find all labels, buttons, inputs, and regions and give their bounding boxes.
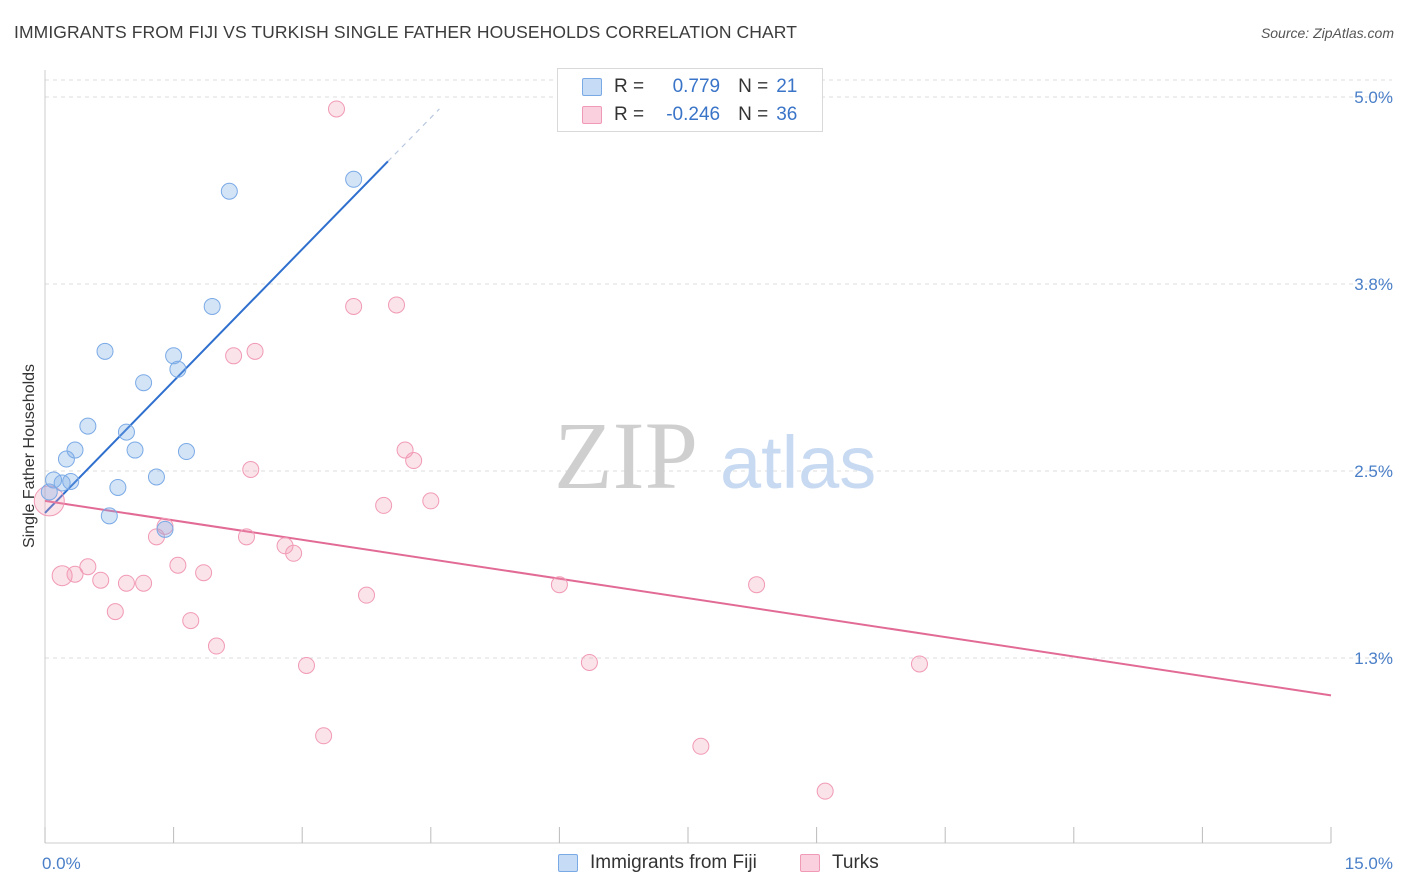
series-fiji <box>40 170 363 538</box>
y-tick-label: 3.8% <box>1354 275 1393 294</box>
fiji-swatch <box>582 78 602 96</box>
legend-turks-swatch <box>800 854 820 872</box>
fiji-n-label: N = <box>738 76 769 97</box>
turks-point <box>388 296 406 314</box>
fiji-r-label: R = <box>614 76 645 97</box>
turks-point <box>692 737 710 755</box>
source-label: Source: ZipAtlas.com <box>1260 25 1394 41</box>
y-tick-label: 5.0% <box>1354 88 1393 107</box>
turks-point <box>276 537 294 555</box>
y-axis-label: Single Father Households <box>21 364 38 548</box>
turks-point <box>422 492 440 510</box>
x-tick-label-max: 15.0% <box>1345 854 1393 873</box>
turks-point <box>816 782 834 800</box>
turks-point <box>285 544 303 562</box>
legend-item-fiji: Immigrants from Fiji <box>558 852 757 874</box>
fiji-point <box>40 483 58 501</box>
fiji-point <box>62 472 80 490</box>
turks-point <box>195 564 213 582</box>
legend-row-turks: R = -0.246 N = 36 <box>582 102 797 128</box>
fiji-point <box>126 441 144 459</box>
turks-point <box>117 574 135 592</box>
turks-point <box>375 496 393 514</box>
trend-line-turks <box>44 499 1332 697</box>
legend-item-turks: Turks <box>800 852 879 874</box>
watermark: ZIP atlas <box>554 402 876 509</box>
turks-point <box>910 655 928 673</box>
fiji-point <box>79 417 97 435</box>
trend-line-fiji-extension <box>387 108 440 162</box>
legend-fiji-swatch <box>558 854 578 872</box>
turks-point <box>182 612 200 630</box>
turks-point <box>225 347 243 365</box>
turks-point <box>748 576 766 594</box>
fiji-point <box>117 423 135 441</box>
fiji-point <box>156 520 174 538</box>
fiji-n-value: 21 <box>776 76 798 97</box>
turks-point <box>580 653 598 671</box>
gridlines <box>45 79 1392 659</box>
turks-point <box>237 528 255 546</box>
fiji-point <box>220 182 238 200</box>
turks-point <box>550 576 568 594</box>
turks-point <box>207 637 225 655</box>
turks-point <box>345 297 363 315</box>
fiji-point <box>165 347 183 365</box>
turks-r-value: -0.246 <box>666 104 721 125</box>
fiji-point <box>109 478 127 496</box>
turks-point <box>66 565 84 583</box>
trend-line-fiji <box>44 160 389 514</box>
turks-point <box>79 558 97 576</box>
axes <box>44 70 1332 844</box>
fiji-point <box>53 474 71 492</box>
fiji-point <box>147 468 165 486</box>
trend-lines <box>44 108 1332 697</box>
fiji-point <box>203 297 221 315</box>
legend-fiji-label: Immigrants from Fiji <box>590 852 757 873</box>
y-tick-label: 2.5% <box>1354 462 1393 481</box>
turks-point <box>135 574 153 592</box>
fiji-point <box>345 170 363 188</box>
turks-point <box>315 727 333 745</box>
turks-point <box>327 100 345 118</box>
y-tick-label: 1.3% <box>1354 649 1393 668</box>
legend-turks-label: Turks <box>832 852 879 873</box>
turks-point <box>297 656 315 674</box>
fiji-point <box>177 443 195 461</box>
legend-row-fiji: R = 0.779 N = 21 <box>582 74 797 100</box>
fiji-point <box>135 374 153 392</box>
fiji-point <box>96 342 114 360</box>
turks-swatch <box>582 106 602 124</box>
turks-point <box>358 586 375 604</box>
turks-point <box>169 556 187 574</box>
turks-point <box>92 571 110 589</box>
turks-point <box>51 565 73 587</box>
y-tick-labels: 1.3% 2.5% 3.8% 5.0% <box>1354 88 1393 668</box>
fiji-point <box>169 360 187 378</box>
x-tick-label-min: 0.0% <box>42 854 81 873</box>
turks-r-label: R = <box>614 104 645 125</box>
turks-n-value: 36 <box>776 104 798 125</box>
fiji-point <box>100 507 118 525</box>
watermark-zip: ZIP <box>554 402 698 509</box>
x-tick-labels: 0.0% 15.0% <box>42 854 1393 873</box>
fiji-r-value: 0.779 <box>672 76 721 97</box>
turks-point <box>106 603 124 621</box>
turks-point <box>246 342 264 360</box>
turks-point <box>242 461 260 479</box>
series-legend: Immigrants from Fiji Turks <box>0 852 1406 878</box>
fiji-point <box>57 450 75 468</box>
watermark-atlas: atlas <box>720 421 876 504</box>
correlation-legend: R = 0.779 N = 21 R = -0.246 N = 36 <box>557 68 823 132</box>
chart-title: IMMIGRANTS FROM FIJI VS TURKISH SINGLE F… <box>14 22 797 42</box>
turks-point <box>405 452 423 470</box>
series-turks <box>33 100 928 800</box>
turks-n-label: N = <box>738 104 769 125</box>
fiji-point <box>66 441 84 459</box>
